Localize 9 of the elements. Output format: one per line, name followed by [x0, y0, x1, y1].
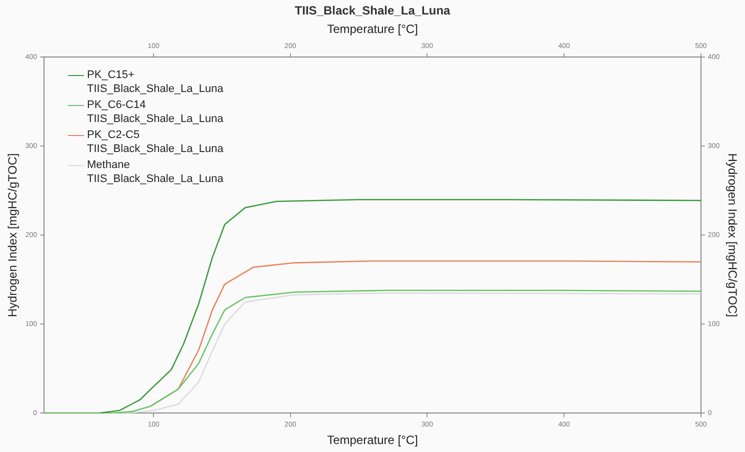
y-axis-title: Hydrogen Index [mgHC/gTOC] [6, 153, 20, 318]
x2-axis-title: Temperature [°C] [327, 22, 418, 36]
legend-label: PK_C15+ TIIS_Black_Shale_La_Luna [87, 68, 224, 96]
x-axis-title: Temperature [°C] [327, 433, 418, 448]
chart-title: TIIS_Black_Shale_La_Luna [294, 4, 451, 18]
legend-label: PK_C6-C14 TIIS_Black_Shale_La_Luna [87, 98, 224, 126]
legend-label: Methane TIIS_Black_Shale_La_Luna [87, 158, 224, 186]
y2-axis-title: Hydrogen Index [mgHC/gTOC] [725, 153, 740, 318]
legend-label: PK_C2-C5 TIIS_Black_Shale_La_Luna [87, 128, 224, 156]
